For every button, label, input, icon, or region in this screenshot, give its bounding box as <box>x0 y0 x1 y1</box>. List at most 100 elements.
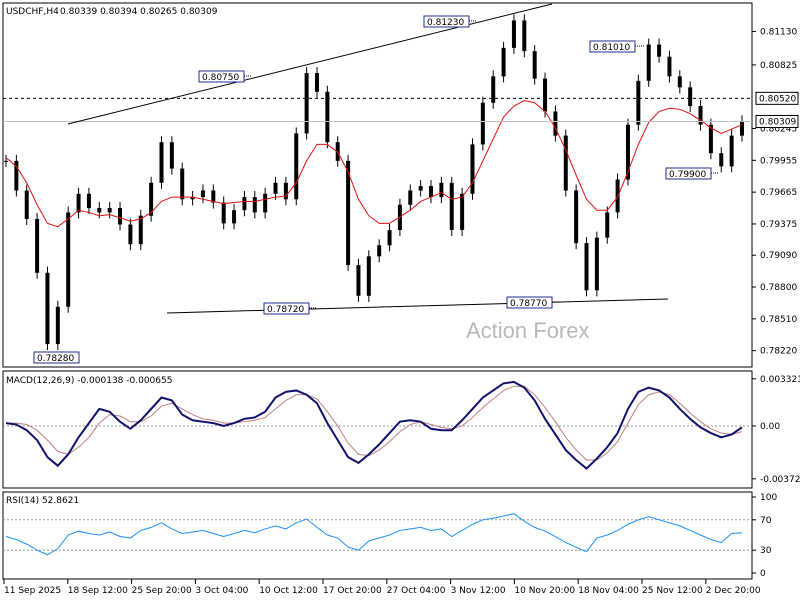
candle-body <box>480 102 485 145</box>
price-annotation-label: 0.78770 <box>510 299 547 309</box>
candle-body <box>97 208 102 213</box>
macd-panel-border <box>2 370 753 489</box>
candle-body <box>429 186 434 198</box>
candle-body <box>439 182 444 198</box>
price-panel-border <box>2 2 753 368</box>
current-price-tag <box>755 114 799 128</box>
candle-body <box>128 224 133 245</box>
candle-body <box>242 197 247 211</box>
price-title: USDCHF,H4 <box>6 7 59 17</box>
candle-body <box>346 160 351 266</box>
candle-body <box>263 193 268 213</box>
macd-title: MACD(12,26,9) -0.000138 -0.000655 <box>6 376 172 386</box>
x-tick-label: 25 Sep 20:00 <box>132 586 192 596</box>
candle-body <box>532 51 537 79</box>
candle-body <box>460 193 465 230</box>
candle-body <box>657 44 662 57</box>
candle-body <box>574 190 579 244</box>
dashed-level-tag-text: 0.80520 <box>759 94 796 104</box>
candle-body <box>470 144 475 194</box>
dashed-level-tag <box>755 91 799 105</box>
candle-body <box>646 44 651 81</box>
x-tick-label: 27 Oct 04:00 <box>387 586 446 596</box>
price-tick-label: 0.79375 <box>760 220 797 230</box>
candle-body <box>501 47 506 77</box>
price-annotation-label: 0.78720 <box>267 305 304 315</box>
candle-body <box>698 106 703 125</box>
current-price-tag-text: 0.80309 <box>759 117 796 127</box>
candle-body <box>273 182 278 194</box>
rsi-panel-border <box>2 491 753 580</box>
moving-average-line <box>5 100 743 228</box>
candle-body <box>45 272 50 345</box>
candle-body <box>688 87 693 107</box>
candle-body <box>149 182 154 216</box>
macd-main-line <box>5 380 743 470</box>
candle-body <box>325 91 330 143</box>
candle-body <box>35 219 40 273</box>
candle-body <box>232 210 237 224</box>
candle-body <box>294 133 299 200</box>
macd-tick-label: -0.003723 <box>760 475 800 485</box>
price-tick-label: 0.81130 <box>760 27 797 37</box>
candle-body <box>387 229 392 246</box>
macd-tick-label: 0.003321 <box>760 375 800 385</box>
candle-body <box>314 73 319 92</box>
candle-body <box>449 182 454 230</box>
candle-body <box>283 182 288 200</box>
rsi-tick-label: 100 <box>760 493 777 503</box>
x-tick-label: 10 Nov 20:00 <box>514 586 575 596</box>
candle-body <box>366 256 371 296</box>
candle-body <box>625 124 630 180</box>
candle-body <box>408 190 413 205</box>
ohlc-header: 0.80339 0.80394 0.80265 0.80309 <box>60 7 218 17</box>
lower-trendline <box>166 298 669 314</box>
candle-body <box>729 135 734 167</box>
candle-body <box>356 265 361 296</box>
candle-body <box>221 202 226 224</box>
candle-body <box>594 237 599 291</box>
candle-body <box>76 193 81 213</box>
candle-body <box>24 190 29 220</box>
price-annotation-label: 0.81010 <box>593 43 630 53</box>
macd-signal-line <box>6 385 743 461</box>
candle-body <box>677 76 682 88</box>
price-tick-label: 0.78220 <box>760 347 797 357</box>
candle-body <box>211 190 216 203</box>
candle-body <box>66 212 71 307</box>
candle-body <box>667 56 672 77</box>
x-tick-label: 25 Nov 12:00 <box>642 586 703 596</box>
x-tick-label: 2 Dec 20:00 <box>706 586 761 596</box>
price-annotation-box <box>33 351 80 364</box>
candle-body <box>719 153 724 167</box>
x-tick-label: 18 Sep 12:00 <box>68 586 128 596</box>
rsi-title: RSI(14) 52.8621 <box>6 496 79 506</box>
candle-body <box>200 190 205 198</box>
candle-body <box>522 20 527 52</box>
candle-body <box>86 193 91 209</box>
upper-trendline <box>67 3 553 125</box>
x-tick-label: 11 Sep 2025 <box>4 586 61 596</box>
candle-body <box>190 197 195 200</box>
watermark: Action Forex <box>466 318 590 343</box>
candle-body <box>563 135 568 191</box>
candle-body <box>511 20 516 48</box>
candle-body <box>553 111 558 136</box>
candle-body <box>491 76 496 103</box>
price-annotation-label: 0.79900 <box>669 170 706 180</box>
candle-body <box>584 243 589 291</box>
price-tick-label: 0.78800 <box>760 283 797 293</box>
candle-body <box>252 197 257 213</box>
rsi-tick-label: 0 <box>760 569 766 579</box>
candle-body <box>4 160 8 162</box>
candle-body <box>107 208 112 213</box>
candle-body <box>304 73 309 134</box>
candle-body <box>418 186 423 191</box>
candle-body <box>636 80 641 125</box>
price-tick-label: 0.79090 <box>760 251 797 261</box>
candle-body <box>543 78 548 112</box>
candle-body <box>118 208 123 225</box>
candle-body <box>180 168 185 200</box>
x-tick-label: 18 Nov 04:00 <box>578 586 639 596</box>
